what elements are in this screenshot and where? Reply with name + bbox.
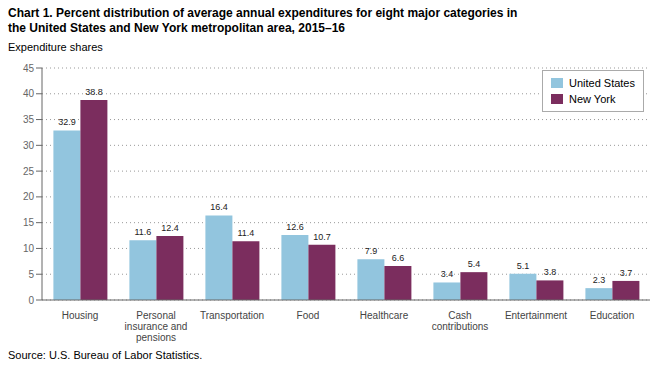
svg-text:12.4: 12.4 <box>161 223 179 233</box>
html-text:United States: United States <box>569 77 635 89</box>
svg-text:3.8: 3.8 <box>544 267 557 277</box>
svg-text:2.3: 2.3 <box>593 275 606 285</box>
svg-text:Housing: Housing <box>62 310 99 321</box>
svg-text:Cashcontributions: Cashcontributions <box>432 310 489 332</box>
svg-text:25: 25 <box>23 166 35 177</box>
svg-text:5: 5 <box>28 269 34 280</box>
svg-text:0: 0 <box>28 295 34 306</box>
svg-text:Education: Education <box>590 310 634 321</box>
svg-text:38.8: 38.8 <box>85 87 103 97</box>
svg-text:32.9: 32.9 <box>58 117 76 127</box>
svg-text:Transportation: Transportation <box>200 310 264 321</box>
svg-text:40: 40 <box>23 88 35 99</box>
svg-text:12.6: 12.6 <box>286 222 304 232</box>
svg-text:5.1: 5.1 <box>517 261 530 271</box>
svg-text:35: 35 <box>23 114 35 125</box>
svg-text:3.7: 3.7 <box>620 268 633 278</box>
svg-text:Personalinsurance andpensions: Personalinsurance andpensions <box>125 310 188 343</box>
svg-text:3.4: 3.4 <box>441 269 454 279</box>
html-text:Expenditure shares: Expenditure shares <box>8 41 103 53</box>
svg-text:Entertainment: Entertainment <box>505 310 567 321</box>
svg-text:Healthcare: Healthcare <box>360 310 409 321</box>
svg-text:5.4: 5.4 <box>468 259 481 269</box>
svg-text:6.6: 6.6 <box>392 253 405 263</box>
svg-text:45: 45 <box>23 63 35 74</box>
html-text:Chart 1. Percent distribution: Chart 1. Percent distribution of average… <box>8 6 518 20</box>
html-text:Source: U.S. Bureau of Labor S: Source: U.S. Bureau of Labor Statistics. <box>8 349 203 361</box>
svg-text:20: 20 <box>23 191 35 202</box>
svg-text:10.7: 10.7 <box>313 232 331 242</box>
svg-text:30: 30 <box>23 140 35 151</box>
svg-text:10: 10 <box>23 243 35 254</box>
html-text:New York: New York <box>569 93 616 105</box>
html-text:the United States and New York: the United States and New York metropoli… <box>8 21 345 35</box>
svg-text:15: 15 <box>23 217 35 228</box>
svg-text:11.6: 11.6 <box>134 227 151 237</box>
svg-text:7.9: 7.9 <box>365 246 378 256</box>
svg-text:11.4: 11.4 <box>237 228 254 238</box>
svg-text:Food: Food <box>297 310 320 321</box>
svg-text:16.4: 16.4 <box>210 202 228 212</box>
